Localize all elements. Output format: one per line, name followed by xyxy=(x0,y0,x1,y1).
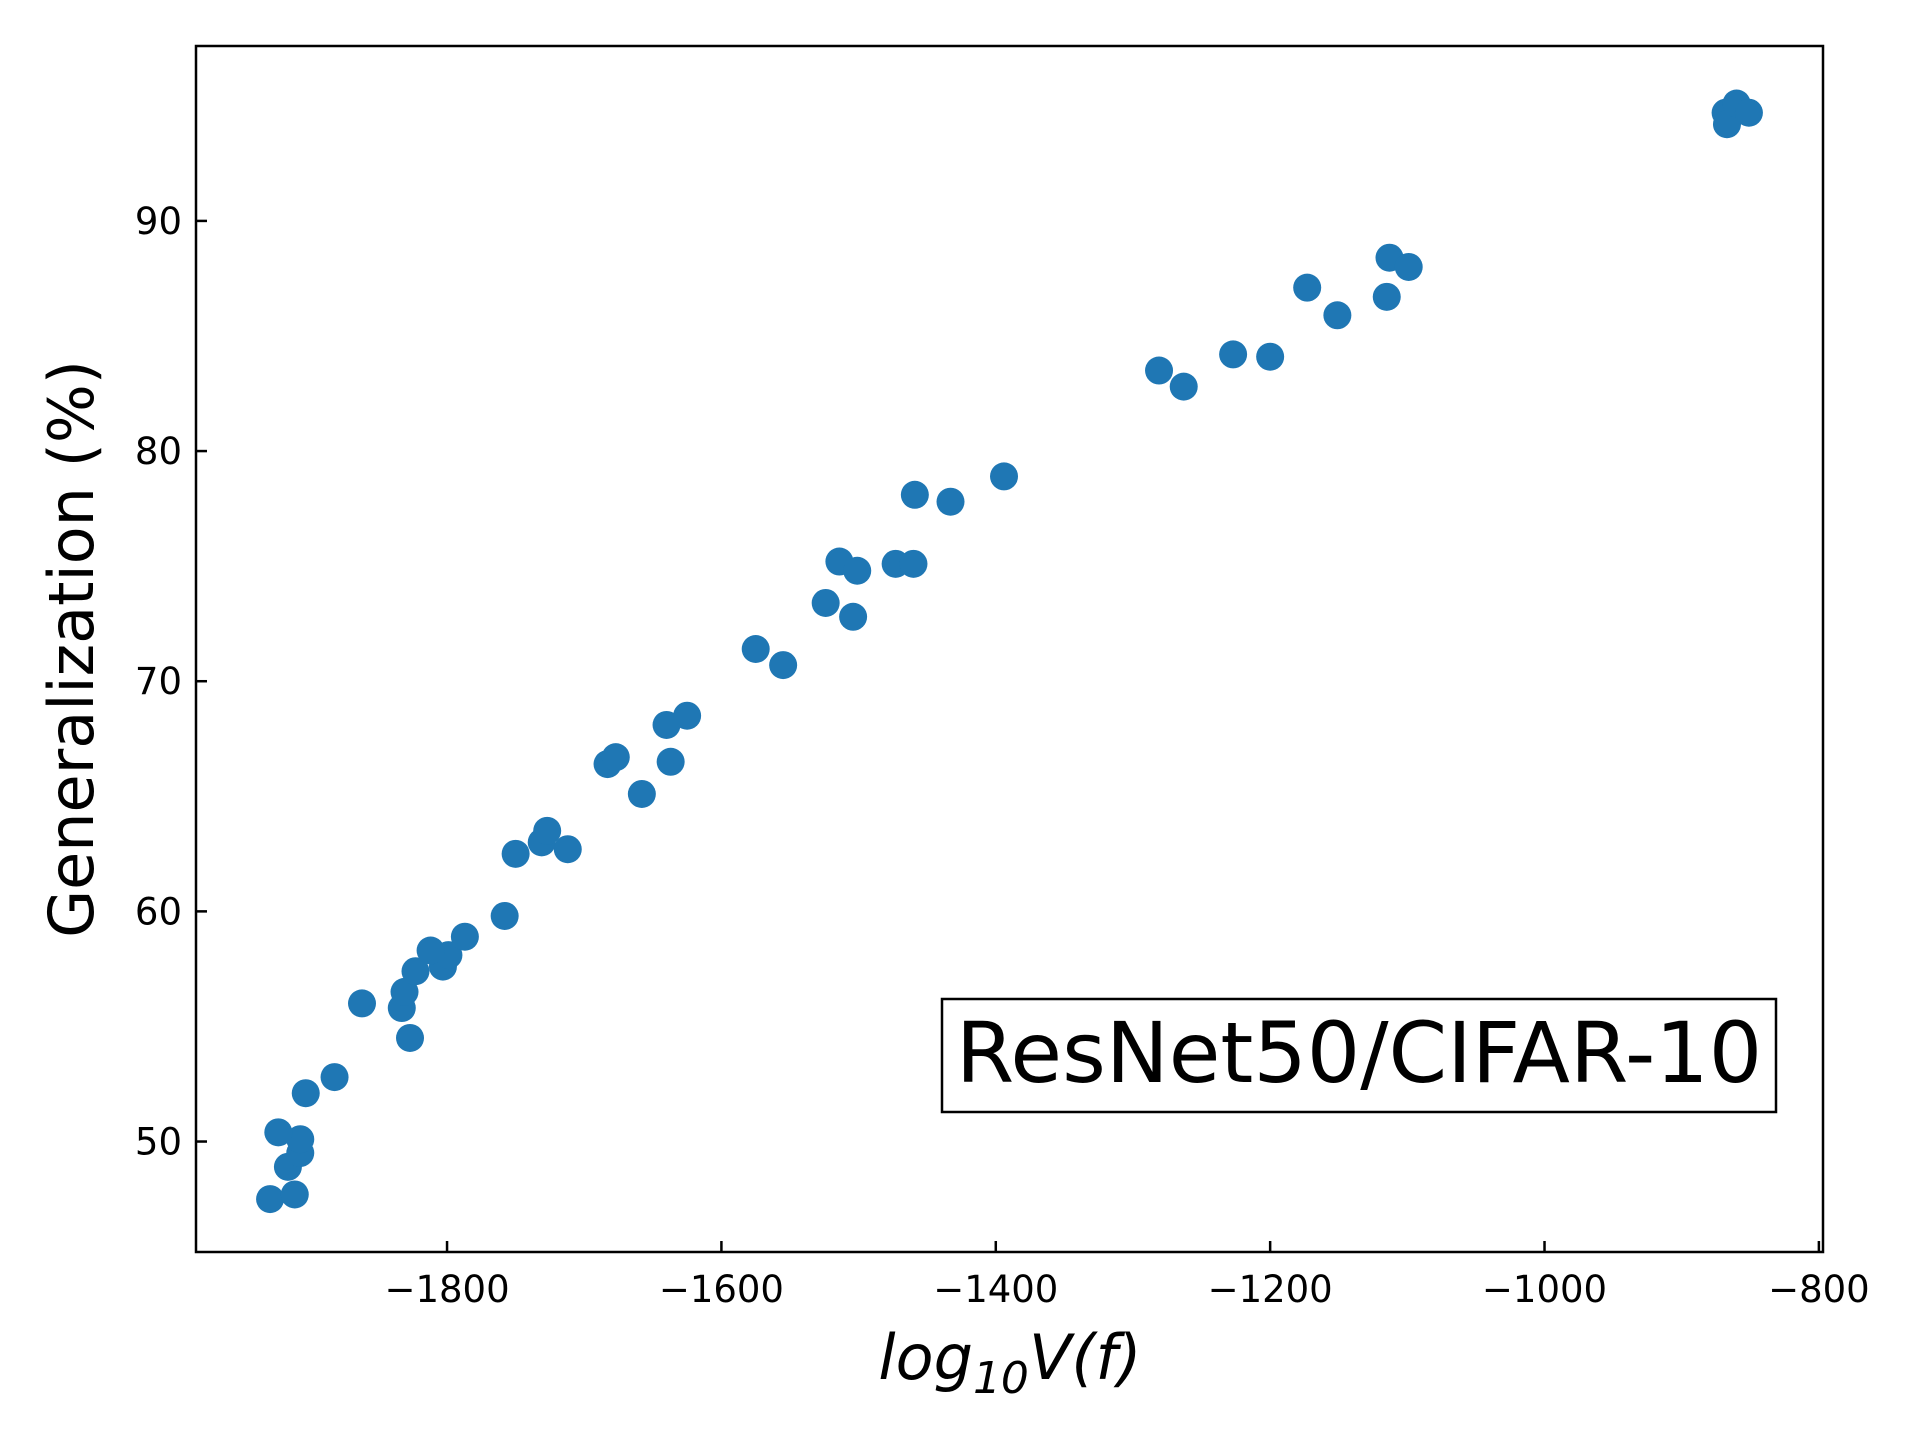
data-point xyxy=(416,936,445,965)
data-point xyxy=(280,1180,309,1209)
data-point xyxy=(291,1079,320,1108)
data-point xyxy=(1145,356,1174,385)
x-axis-ticks: −1800 −1600 −1400 −1200 −1000 −800 xyxy=(384,1241,1870,1311)
y-tick-label: 80 xyxy=(135,430,182,473)
data-point xyxy=(1219,340,1248,369)
data-point xyxy=(769,651,798,680)
y-tick-label: 60 xyxy=(135,890,182,933)
data-point xyxy=(990,462,1019,491)
y-tick-label: 90 xyxy=(135,200,182,243)
data-point xyxy=(1256,342,1285,371)
data-point xyxy=(396,1023,425,1052)
data-point xyxy=(256,1185,285,1214)
data-point xyxy=(1734,98,1763,127)
x-axis-label-subscript: 10 xyxy=(973,1353,1029,1404)
data-point xyxy=(601,743,630,772)
data-point xyxy=(839,602,868,631)
x-tick-label: −1400 xyxy=(933,1268,1058,1311)
data-point xyxy=(401,957,430,986)
y-axis-ticks: 50 60 70 80 90 xyxy=(135,200,207,1164)
data-point xyxy=(656,747,685,776)
x-tick-label: −1200 xyxy=(1208,1268,1333,1311)
data-point xyxy=(1323,301,1352,330)
y-tick-label: 70 xyxy=(135,660,182,703)
data-point xyxy=(390,977,419,1006)
data-point xyxy=(450,922,479,951)
data-point xyxy=(347,989,376,1018)
x-tick-label: −1800 xyxy=(384,1268,509,1311)
x-tick-label: −800 xyxy=(1768,1268,1870,1311)
data-point xyxy=(627,779,656,808)
annotation-text: ResNet50/CIFAR-10 xyxy=(956,1004,1762,1102)
data-point xyxy=(900,480,929,509)
x-tick-label: −1600 xyxy=(659,1268,784,1311)
data-point xyxy=(1169,372,1198,401)
data-point xyxy=(673,701,702,730)
data-point xyxy=(533,816,562,845)
data-point xyxy=(936,487,965,516)
data-point xyxy=(320,1063,349,1092)
data-point xyxy=(490,901,519,930)
data-point xyxy=(264,1118,293,1147)
y-tick-label: 50 xyxy=(135,1121,182,1164)
data-point xyxy=(1293,273,1322,302)
x-axis-label: log10V(f) xyxy=(878,1321,1141,1404)
x-tick-label: −1000 xyxy=(1482,1268,1607,1311)
data-point xyxy=(741,635,770,663)
data-points xyxy=(256,89,1763,1214)
data-point xyxy=(501,839,530,868)
data-point xyxy=(843,556,872,585)
data-point xyxy=(1372,282,1401,311)
data-point xyxy=(553,835,582,864)
data-point xyxy=(899,549,928,578)
data-point xyxy=(1394,252,1423,281)
data-point xyxy=(286,1125,315,1154)
data-point xyxy=(811,588,840,617)
annotation-box: ResNet50/CIFAR-10 xyxy=(940,997,1778,1114)
y-axis-label: Generalization (%) xyxy=(35,360,108,938)
